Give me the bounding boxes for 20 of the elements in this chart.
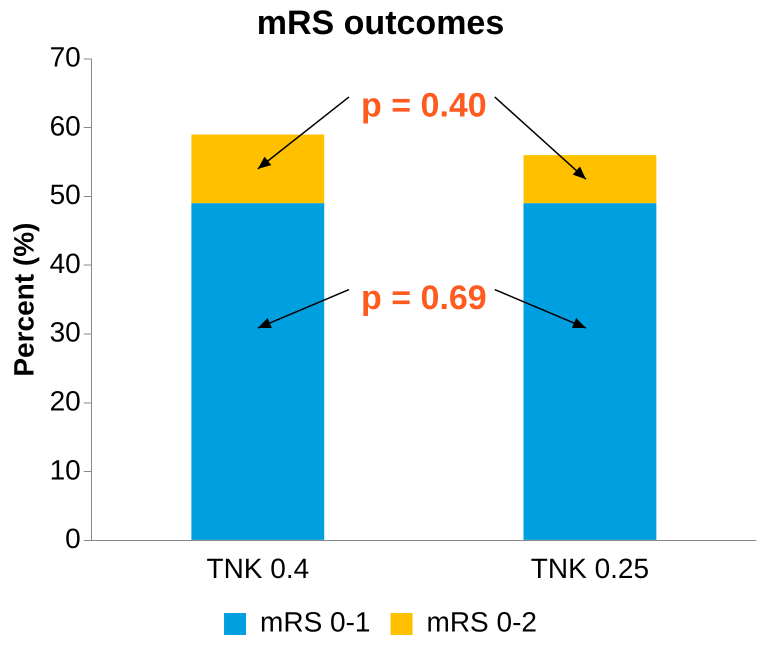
y-tick-label: 30: [50, 316, 81, 348]
y-axis-title: Percent (%): [8, 222, 40, 377]
legend-label: mRS 0-1: [260, 606, 370, 638]
legend-label: mRS 0-2: [426, 606, 537, 638]
y-tick-label: 20: [50, 386, 81, 417]
bar: [524, 155, 656, 204]
annotation: p = 0.40: [361, 86, 487, 124]
y-tick-label: 60: [50, 110, 81, 142]
annotation: p = 0.69: [361, 278, 487, 317]
y-tick-label: 10: [50, 454, 81, 486]
y-tick-label: 40: [50, 248, 81, 279]
x-tick-label: TNK 0.4: [206, 552, 310, 584]
bar: [524, 203, 656, 540]
x-tick-label: TNK 0.25: [530, 552, 650, 584]
bar: [191, 203, 324, 540]
y-tick-label: 70: [50, 42, 81, 73]
chart-title: mRS outcomes: [256, 4, 504, 42]
bar: [191, 134, 324, 204]
y-tick-label: 50: [50, 179, 81, 210]
y-tick-label: 0: [65, 523, 81, 554]
